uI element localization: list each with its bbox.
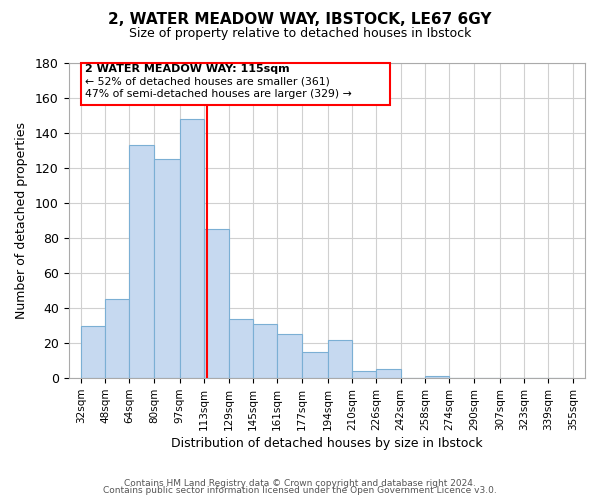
Text: 47% of semi-detached houses are larger (329) →: 47% of semi-detached houses are larger (… — [85, 89, 352, 99]
Bar — [253, 324, 277, 378]
Bar — [328, 340, 352, 378]
Bar — [302, 352, 328, 378]
Text: 2 WATER MEADOW WAY: 115sqm: 2 WATER MEADOW WAY: 115sqm — [85, 64, 290, 74]
Bar — [180, 118, 204, 378]
Bar — [376, 370, 401, 378]
FancyBboxPatch shape — [81, 62, 390, 104]
Bar — [105, 300, 130, 378]
Bar — [425, 376, 449, 378]
Text: Contains HM Land Registry data © Crown copyright and database right 2024.: Contains HM Land Registry data © Crown c… — [124, 478, 476, 488]
Bar — [81, 326, 105, 378]
Bar — [130, 145, 154, 378]
Bar — [229, 318, 253, 378]
Text: 2, WATER MEADOW WAY, IBSTOCK, LE67 6GY: 2, WATER MEADOW WAY, IBSTOCK, LE67 6GY — [108, 12, 492, 28]
Bar — [352, 371, 376, 378]
Y-axis label: Number of detached properties: Number of detached properties — [15, 122, 28, 319]
Bar — [204, 229, 229, 378]
Text: Contains public sector information licensed under the Open Government Licence v3: Contains public sector information licen… — [103, 486, 497, 495]
Bar — [277, 334, 302, 378]
Text: ← 52% of detached houses are smaller (361): ← 52% of detached houses are smaller (36… — [85, 76, 330, 86]
Text: Size of property relative to detached houses in Ibstock: Size of property relative to detached ho… — [129, 28, 471, 40]
X-axis label: Distribution of detached houses by size in Ibstock: Distribution of detached houses by size … — [171, 437, 482, 450]
Bar — [154, 159, 180, 378]
